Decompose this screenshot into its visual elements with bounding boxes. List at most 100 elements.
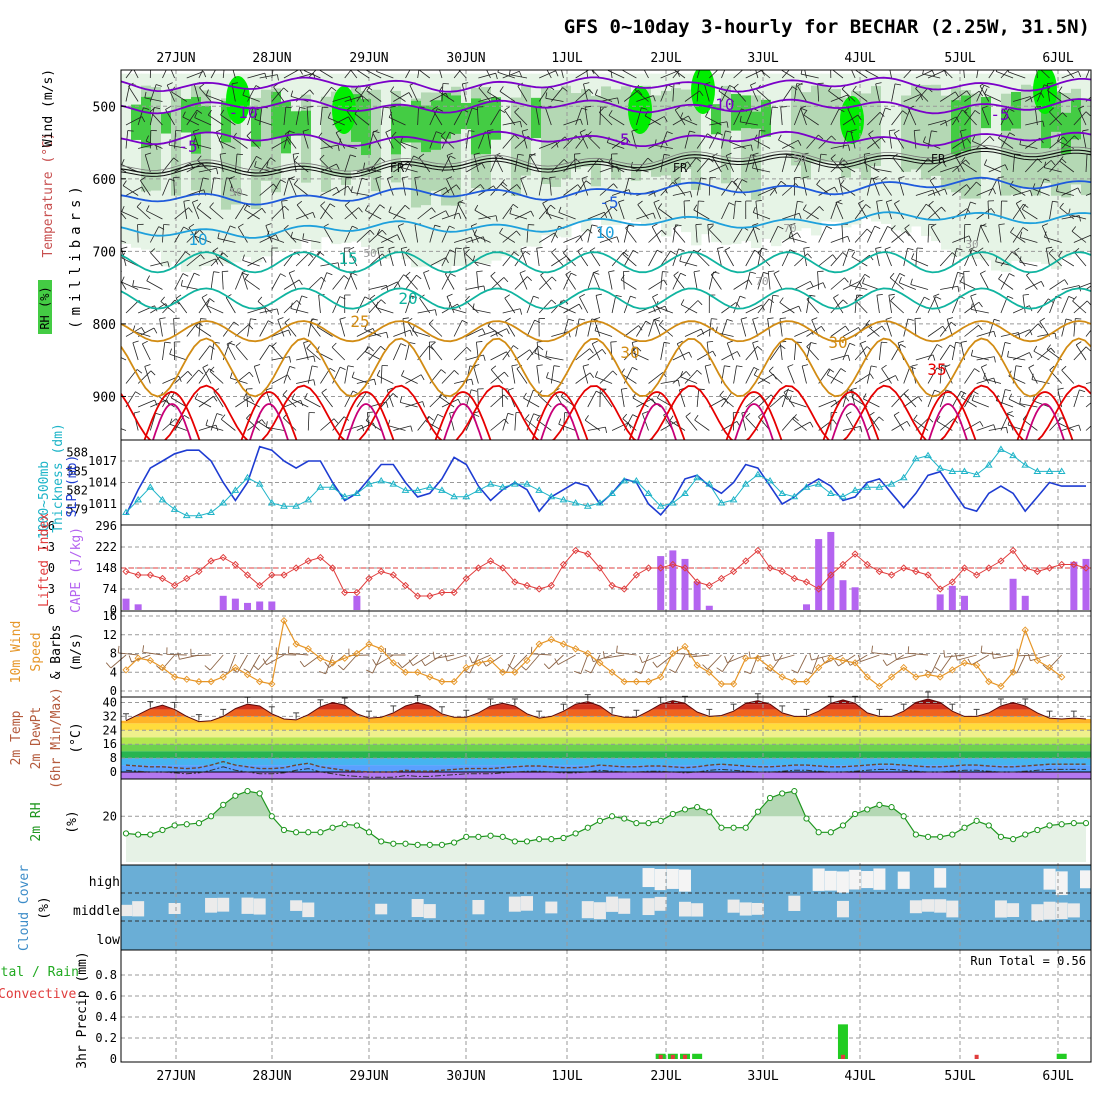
barb-shaft [927, 325, 944, 337]
barb-feather [771, 106, 779, 109]
wind-barb [721, 302, 740, 314]
barb-feather [311, 318, 318, 321]
cloud-clear-patch [654, 868, 667, 891]
cloud-clear-patch [861, 871, 874, 889]
wind-barb [750, 82, 759, 102]
barb-shaft [745, 108, 754, 126]
isotherm-label: -10 [706, 95, 735, 114]
rh2m-area [126, 791, 1086, 862]
wind10-point [742, 654, 750, 662]
barb-feather [832, 254, 837, 260]
wind-barb [876, 199, 883, 220]
wind-barb [302, 233, 321, 243]
thickness-point [353, 489, 361, 497]
barb-feather [881, 137, 886, 143]
wind10-point [158, 663, 167, 672]
barb-shaft [881, 368, 892, 384]
barb-shaft [514, 276, 528, 290]
barb-shaft [616, 652, 637, 656]
barb-shaft [249, 654, 261, 673]
barb-shaft [842, 343, 850, 361]
barb-feather [175, 294, 182, 299]
barb-shaft [376, 71, 394, 79]
barb-feather [372, 328, 377, 334]
barb-feather [271, 342, 277, 347]
wind-barb [388, 246, 395, 267]
barb-feather [753, 369, 758, 376]
isotherm-hot-cell [443, 403, 483, 440]
barb-feather [431, 207, 436, 213]
barb-shaft [256, 420, 273, 431]
barb-shaft [563, 184, 579, 196]
barb-shaft [429, 131, 437, 149]
wind-barb [575, 318, 586, 337]
wind-barb [1085, 382, 1091, 384]
barb-shaft [704, 365, 710, 384]
wind10-barb [275, 647, 297, 656]
barb-feather [652, 212, 656, 219]
barb-shaft [412, 330, 430, 337]
lifted-point [268, 571, 276, 579]
cloud-clear-patch [472, 900, 485, 915]
barb-shaft [757, 272, 764, 290]
barb-shaft [225, 297, 236, 314]
barb-feather [128, 655, 133, 663]
barb-feather [324, 661, 330, 668]
wind-barb [745, 367, 760, 384]
barb-feather [847, 130, 854, 133]
barb-shaft [136, 206, 151, 220]
wind-barb [1043, 161, 1062, 173]
barb-shaft [1078, 108, 1087, 126]
wind-barb [356, 70, 370, 79]
rh2m-point [305, 829, 312, 836]
wind10-barb [397, 654, 418, 669]
barb-shaft [439, 396, 455, 408]
barb-feather [768, 366, 774, 372]
barb-shaft [210, 342, 215, 361]
wind-barb [1019, 256, 1038, 267]
barb-feather [725, 130, 732, 133]
wind-barb [514, 250, 531, 267]
wind-barb [388, 111, 406, 126]
barb-feather [290, 90, 294, 97]
barb-feather [398, 223, 404, 227]
barb-shaft [789, 225, 795, 243]
thickness-point [911, 454, 920, 462]
barb-feather [471, 107, 478, 111]
wind-barb [207, 109, 224, 126]
thickness-point [778, 489, 787, 497]
barb-feather [369, 229, 375, 235]
cloud-clear-patch [606, 896, 619, 912]
barb-feather [545, 207, 549, 214]
barb-feather [1013, 65, 1017, 69]
wind-barb [174, 207, 193, 220]
rh2m-point [1082, 820, 1090, 827]
barb-feather [673, 271, 679, 276]
barb-feather [364, 323, 368, 330]
barb-feather [225, 60, 231, 61]
rh2m-point [681, 806, 689, 813]
wind-barb [159, 317, 166, 337]
barb-shaft [490, 275, 504, 290]
wind10-point [146, 656, 154, 665]
wind-barb [587, 224, 598, 243]
isotherm-line [121, 337, 1091, 398]
thickness-point [219, 499, 228, 506]
barb-shaft [1049, 136, 1064, 149]
barb-shaft [915, 248, 918, 267]
barb-shaft [955, 156, 965, 173]
barb-feather [616, 236, 620, 243]
barb-shaft [988, 70, 995, 79]
barb-shaft [266, 654, 285, 666]
wind-barb [205, 89, 224, 102]
barb-feather [864, 273, 871, 278]
barb-shaft [295, 107, 301, 126]
thickness-point [972, 470, 981, 478]
wind-barb [898, 277, 917, 290]
barb-shaft [779, 342, 783, 361]
wind10-barb [204, 654, 224, 671]
barb-shaft [684, 300, 699, 314]
wind-barb [293, 179, 309, 196]
barb-feather [726, 319, 733, 322]
wind-barb [500, 179, 516, 196]
